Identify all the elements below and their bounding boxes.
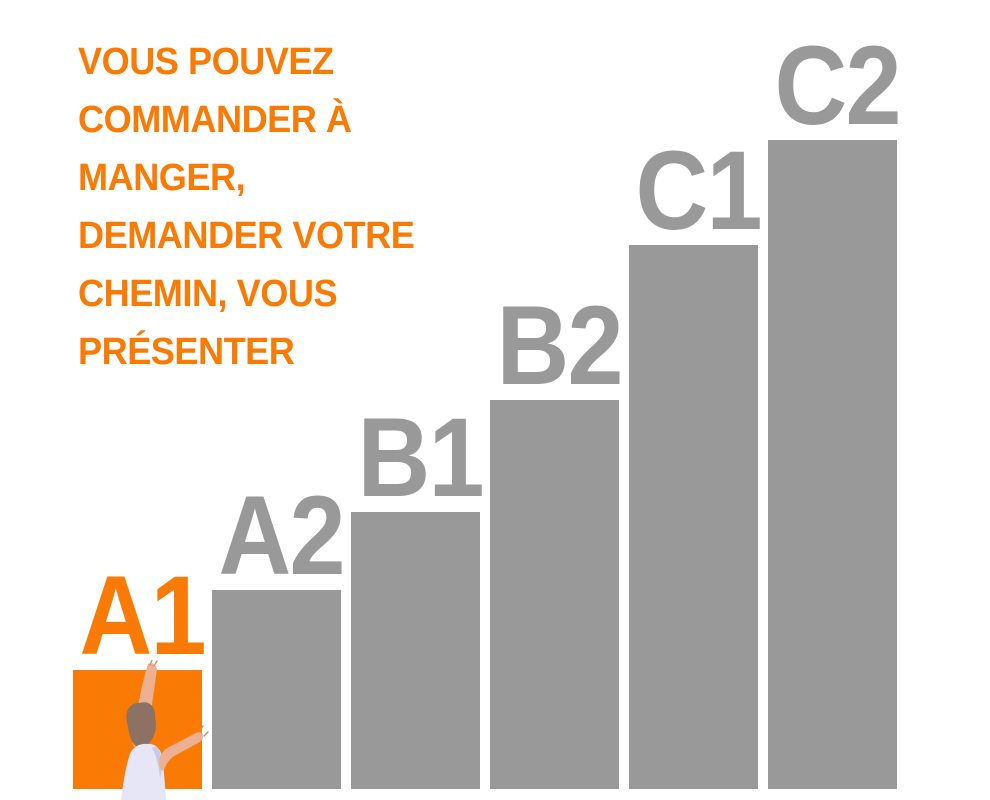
bar-c2: C2 (768, 30, 902, 789)
bar-label-b2: B2 (496, 283, 623, 408)
bar-b2: B2 (490, 290, 624, 789)
bar-label-a2: A2 (218, 473, 345, 598)
bar-label-b1: B1 (357, 395, 484, 520)
bar-label-c1: C1 (635, 128, 762, 253)
bar-b1: B1 (351, 402, 485, 789)
bar-c1: C1 (629, 135, 763, 789)
bar-label-a1: A1 (79, 553, 206, 678)
heading-text: VOUS POUVEZ COMMANDER À MANGER, DEMANDER… (78, 41, 415, 373)
bar-a1: A1 (73, 560, 207, 789)
bar-label-c2: C2 (774, 23, 901, 148)
bar-a2: A2 (212, 480, 346, 789)
